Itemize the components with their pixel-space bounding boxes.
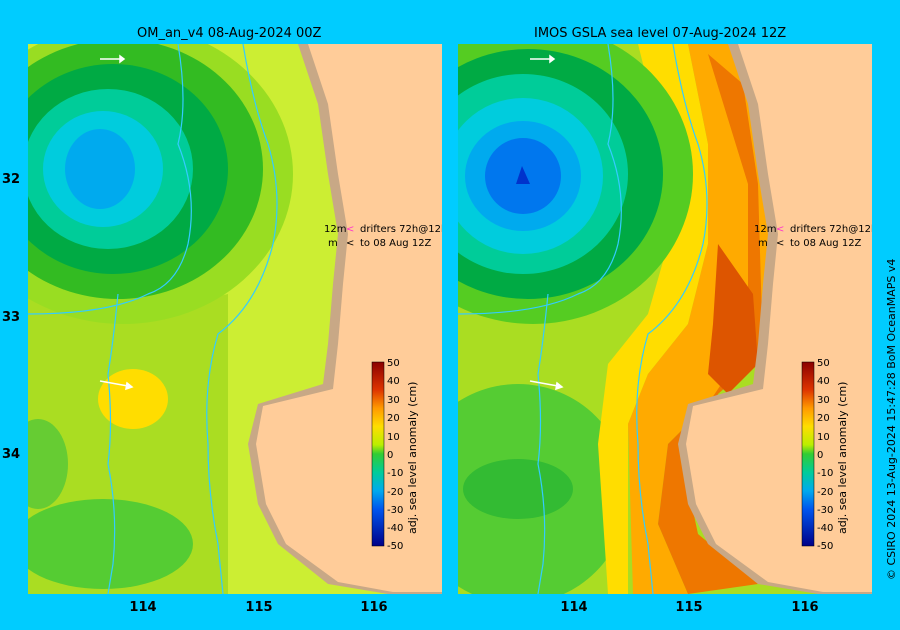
isobath-2000m	[636, 44, 708, 594]
cb-title: adj. sea level anomaly (cm)	[406, 382, 419, 534]
drifter-note-line1: drifters 72h@12h	[790, 224, 872, 235]
drifter-note-line1: drifters 72h@12h	[360, 224, 442, 235]
panel-title-right: IMOS GSLA sea level 07-Aug-2024 12Z	[534, 26, 787, 41]
cb-tick-20: 20	[817, 413, 830, 424]
eddy-core	[516, 166, 530, 184]
drifter-note-line2-prefix: m	[758, 238, 768, 249]
drifter-note-line2: to 08 Aug 12Z	[360, 238, 432, 249]
y-tick-34: 34	[2, 447, 21, 462]
cb-tick-10: 10	[817, 432, 830, 443]
cb-title: adj. sea level anomaly (cm)	[836, 382, 849, 534]
cb-tick-40: 40	[387, 376, 400, 387]
colorbar	[801, 361, 815, 547]
x-tick-115-left: 115	[245, 600, 273, 615]
drifter-arrow-mid	[99, 380, 134, 391]
land	[256, 44, 442, 592]
drifter-arrow-north	[100, 54, 126, 64]
isobath-2000m	[206, 44, 278, 594]
cb-tick-m40: -40	[387, 523, 403, 534]
panel-title-left: OM_an_v4 08-Aug-2024 00Z	[137, 26, 322, 41]
drifter-arrow-mid	[529, 380, 564, 391]
cb-tick-50: 50	[387, 358, 400, 369]
drifter-note-line2-marker: <	[776, 238, 784, 249]
x-tick-114-left: 114	[129, 600, 157, 615]
cb-tick-30: 30	[387, 395, 400, 406]
eddy-blue	[65, 129, 135, 209]
map-right-svg: 50 40 30 20 10 0 -10 -20 -30 -40 -50 adj…	[458, 44, 872, 594]
drifter-arrow-north	[530, 54, 556, 64]
x-tick-114-right: 114	[560, 600, 588, 615]
cb-tick-m30: -30	[387, 505, 403, 516]
drifter-note-line2-prefix: m	[328, 238, 338, 249]
cb-tick-50: 50	[817, 358, 830, 369]
x-tick-116-left: 116	[360, 600, 388, 615]
drifter-note-line2: to 08 Aug 12Z	[790, 238, 862, 249]
map-panel-right: 50 40 30 20 10 0 -10 -20 -30 -40 -50 adj…	[458, 44, 872, 594]
isobath-200m	[458, 44, 622, 594]
cb-tick-m10: -10	[387, 468, 403, 479]
anomaly-green-west	[28, 419, 68, 509]
cb-tick-m20: -20	[817, 487, 833, 498]
cb-tick-0: 0	[817, 450, 823, 461]
drifter-note-line2-marker: <	[346, 238, 354, 249]
cb-tick-m50: -50	[817, 541, 833, 552]
y-tick-32: 32	[2, 172, 21, 187]
cb-tick-20: 20	[387, 413, 400, 424]
credit-text: © CSIRO 2024 13-Aug-2024 15:47:28 BoM Oc…	[885, 258, 898, 580]
x-tick-115-right: 115	[675, 600, 703, 615]
cb-tick-m30: -30	[817, 505, 833, 516]
cb-tick-m50: -50	[387, 541, 403, 552]
cb-tick-m40: -40	[817, 523, 833, 534]
cb-tick-0: 0	[387, 450, 393, 461]
drifter-note-line1-marker: <	[776, 224, 784, 235]
land	[686, 44, 872, 592]
cb-tick-40: 40	[817, 376, 830, 387]
map-left-svg: 50 40 30 20 10 0 -10 -20 -30 -40 -50 adj…	[28, 44, 442, 594]
isobath-200m	[28, 44, 192, 594]
y-tick-33: 33	[2, 310, 21, 325]
anomaly-green-south	[28, 499, 193, 589]
warm-band-dark	[708, 244, 758, 394]
colorbar	[371, 361, 385, 547]
drifter-note-line1-marker: <	[346, 224, 354, 235]
cb-tick-m20: -20	[387, 487, 403, 498]
cb-tick-30: 30	[817, 395, 830, 406]
map-panel-left: 50 40 30 20 10 0 -10 -20 -30 -40 -50 adj…	[28, 44, 442, 594]
x-tick-116-right: 116	[791, 600, 819, 615]
cb-tick-m10: -10	[817, 468, 833, 479]
drifter-note-line1-prefix: 12m	[754, 224, 776, 235]
drifter-note-line1-prefix: 12m	[324, 224, 346, 235]
warm-band-orange-light	[628, 44, 768, 594]
anomaly-green-south-2	[463, 459, 573, 519]
cb-tick-10: 10	[387, 432, 400, 443]
